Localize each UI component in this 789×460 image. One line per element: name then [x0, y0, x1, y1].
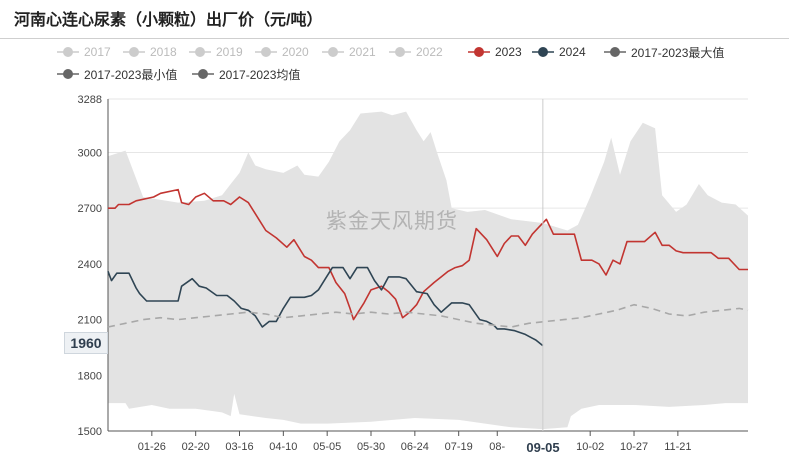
legend-marker-icon: [389, 47, 411, 57]
legend-label: 2021: [349, 45, 376, 59]
legend-label: 2020: [282, 45, 309, 59]
y-tick-label: 2100: [78, 315, 102, 327]
legend-label: 2023: [495, 45, 522, 59]
y-tick-label: 3288: [78, 94, 102, 106]
x-tick-label: 05-30: [357, 441, 385, 453]
legend-marker-icon: [192, 69, 214, 79]
x-tick-label: 10-27: [620, 441, 648, 453]
x-tick-label: 11-21: [664, 441, 691, 453]
legend-item-2017-2023最大值[interactable]: 2017-2023最大值: [603, 42, 724, 62]
legend-item-2024[interactable]: 2024: [531, 42, 586, 62]
x-tick-label: 02-20: [182, 441, 210, 453]
y-tick-label: 2700: [78, 203, 102, 215]
cursor-x-readout: 09-05: [526, 440, 560, 455]
legend-marker-icon: [57, 69, 79, 79]
title-divider: [0, 38, 789, 39]
x-tick-label: 06-24: [401, 441, 429, 453]
legend-item-2021[interactable]: 2021: [321, 42, 376, 62]
legend-marker-icon: [57, 47, 79, 57]
x-tick-label: 03-16: [225, 441, 253, 453]
series-line-2024: [107, 266, 544, 347]
legend-label: 2017: [84, 45, 111, 59]
x-tick-label: 04-10: [269, 441, 297, 453]
legend: 2017 2018 2019 2020 2021 2022 2023 2024 2017-202…: [0, 40, 789, 86]
y-tick-label: 3000: [78, 147, 102, 159]
watermark: 紫金天风期货: [326, 210, 458, 233]
legend-item-2017[interactable]: 2017: [56, 42, 111, 62]
x-tick-label: 05-05: [313, 441, 341, 453]
legend-label: 2017-2023最小值: [84, 67, 178, 82]
series-line-2023: [108, 188, 748, 321]
y-tick-label: 1800: [78, 370, 102, 382]
legend-marker-icon: [255, 47, 277, 57]
legend-item-2019[interactable]: 2019: [188, 42, 243, 62]
legend-marker-icon: [468, 47, 490, 57]
legend-item-2017-2023均值[interactable]: 2017-2023均值: [191, 64, 300, 84]
legend-label: 2017-2023均值: [219, 67, 301, 82]
legend-label: 2024: [559, 45, 586, 59]
legend-marker-icon: [532, 47, 554, 57]
legend-item-2023[interactable]: 2023: [467, 42, 522, 62]
x-tick-label: 10-02: [576, 441, 604, 453]
legend-item-2017-2023最小值[interactable]: 2017-2023最小值: [56, 64, 177, 84]
legend-item-2022[interactable]: 2022: [388, 42, 443, 62]
max-min-band: [108, 111, 748, 430]
legend-marker-icon: [604, 47, 626, 57]
x-tick-label: 08-: [489, 441, 505, 453]
legend-item-2018[interactable]: 2018: [122, 42, 177, 62]
x-tick-label: 01-26: [138, 441, 166, 453]
x-tick-label: 07-19: [445, 441, 473, 453]
legend-label: 2018: [150, 45, 177, 59]
chart-title: 河南心连心尿素（小颗粒）出厂价（元/吨）: [14, 12, 323, 29]
cursor-y-readout: 1960: [64, 332, 108, 354]
legend-marker-icon: [189, 47, 211, 57]
legend-label: 2022: [416, 45, 443, 59]
y-tick-label: 1500: [78, 426, 102, 438]
legend-item-2020[interactable]: 2020: [254, 42, 309, 62]
legend-label: 2017-2023最大值: [631, 45, 725, 60]
legend-marker-icon: [322, 47, 344, 57]
y-tick-label: 2400: [78, 259, 102, 271]
legend-label: 2019: [216, 45, 243, 59]
legend-marker-icon: [123, 47, 145, 57]
series-line-2017-2023均值: [107, 303, 749, 328]
